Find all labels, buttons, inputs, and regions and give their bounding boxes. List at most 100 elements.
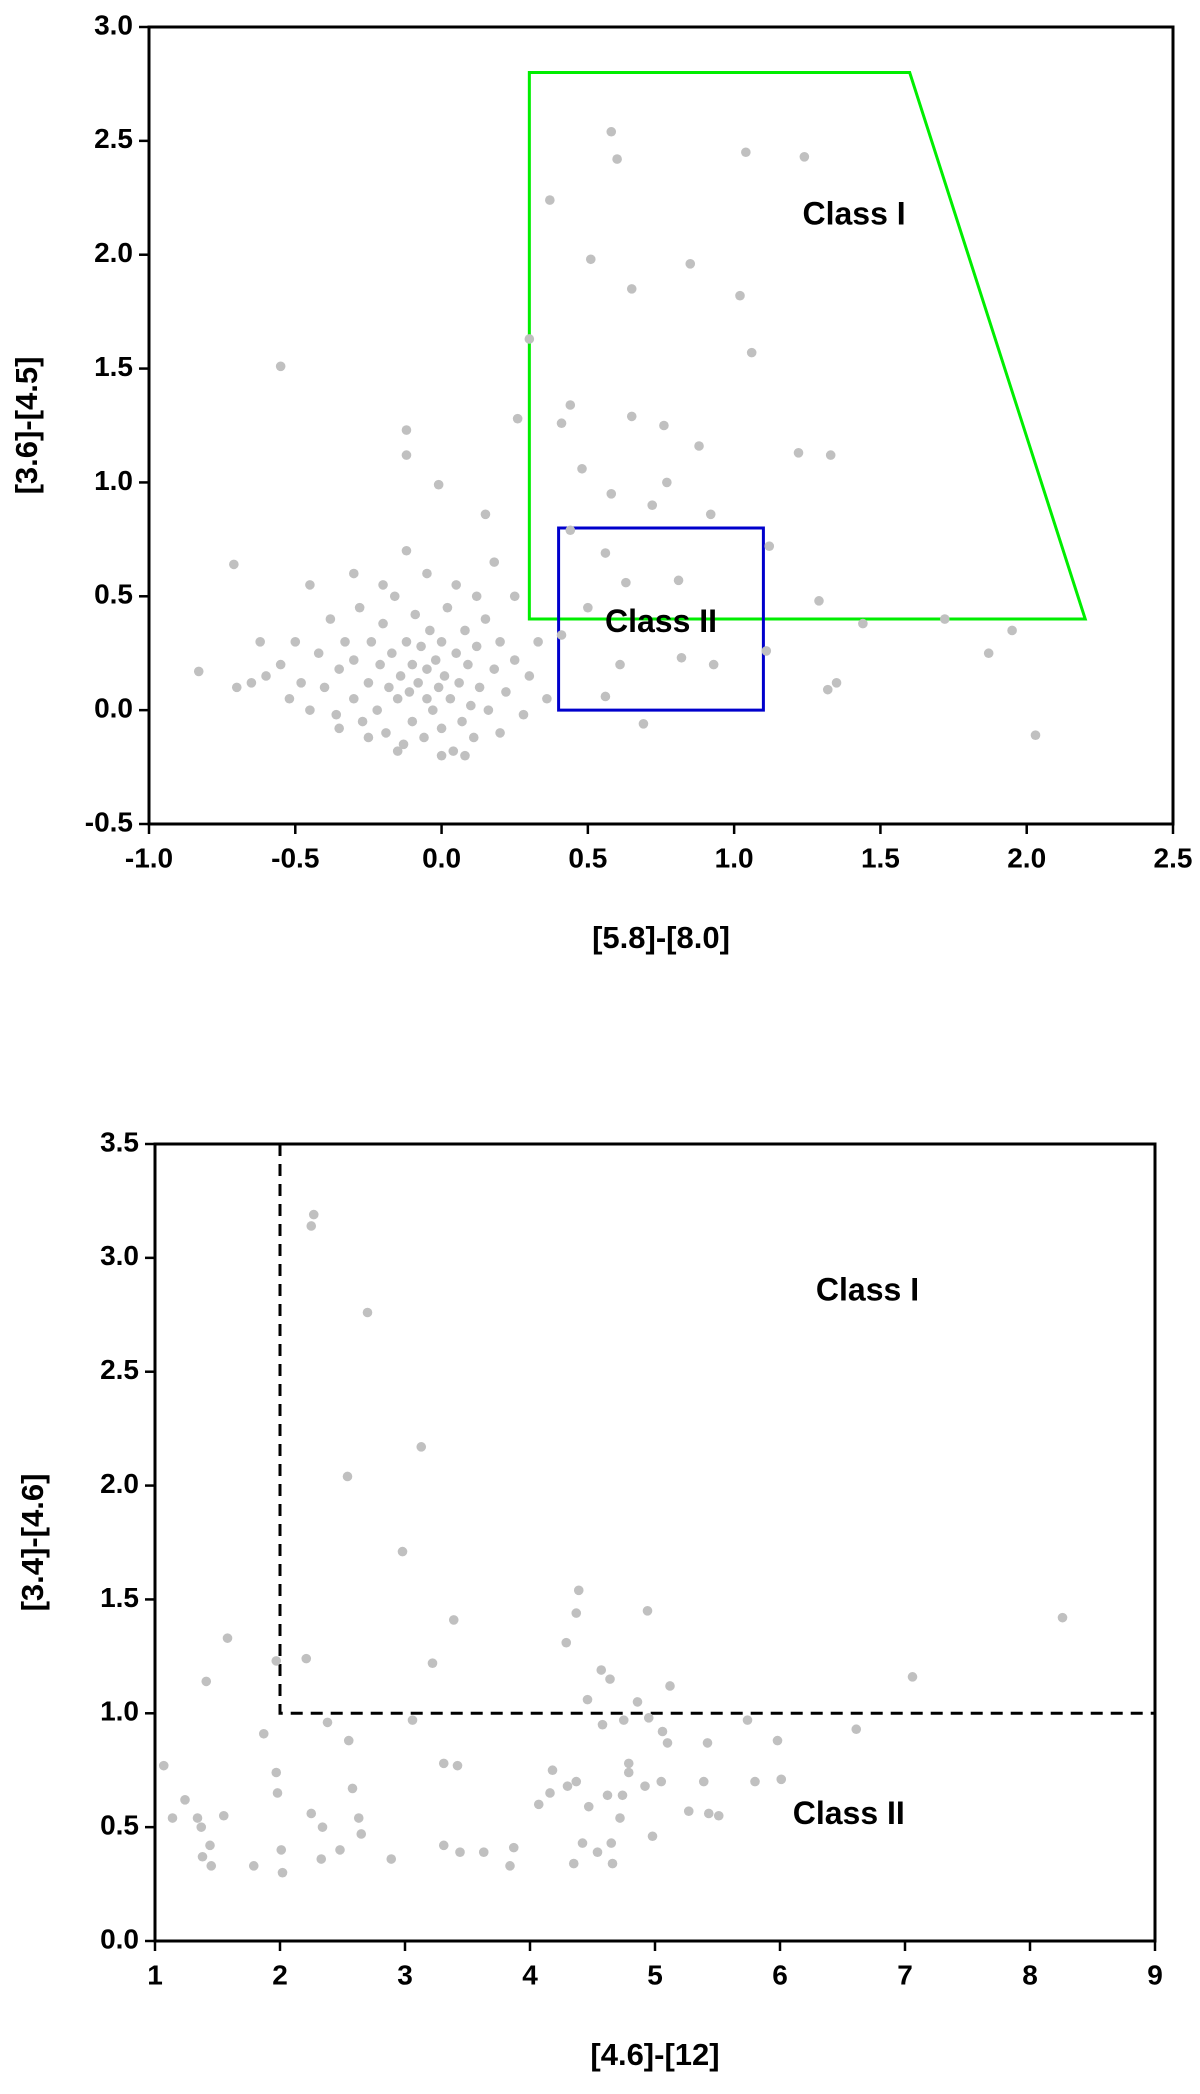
region-polygon [527, 71, 1088, 621]
data-point [308, 1209, 319, 1220]
data-point [1057, 1612, 1068, 1623]
data-point [683, 1806, 694, 1817]
data-point [471, 591, 482, 602]
x-tick-label: 2.5 [1154, 842, 1193, 873]
y-tick-label: 2.5 [94, 123, 133, 154]
data-point [413, 678, 423, 688]
y-tick-label: 3.0 [100, 1240, 139, 1271]
x-axis-title: [5.8]-[8.0] [592, 920, 730, 955]
data-point [1007, 625, 1017, 636]
data-point [305, 580, 315, 590]
data-point [305, 705, 315, 715]
data-point [460, 750, 470, 761]
data-point [363, 732, 374, 743]
data-point [222, 1633, 233, 1643]
data-point [545, 1788, 555, 1798]
data-point [196, 1822, 207, 1832]
data-point [363, 678, 374, 688]
data-point [438, 1758, 449, 1769]
data-point [255, 637, 265, 647]
data-point [392, 693, 403, 704]
y-axis-title: [3.4]-[4.6] [15, 1474, 50, 1612]
data-point [427, 705, 438, 715]
data-point [197, 1851, 208, 1862]
data-point [831, 678, 842, 688]
x-tick-label: 8 [1022, 1959, 1038, 1990]
data-point [799, 151, 810, 162]
data-point [319, 682, 330, 693]
data-point [246, 678, 257, 688]
data-point [422, 568, 432, 579]
data-point [290, 637, 301, 647]
data-point [334, 723, 344, 734]
data-point [347, 1783, 358, 1794]
data-point [271, 1656, 282, 1666]
data-point [335, 1845, 345, 1855]
y-tick-label: 1.5 [100, 1582, 139, 1613]
data-point [585, 254, 596, 265]
data-point [547, 1765, 558, 1776]
data-point [397, 1546, 408, 1557]
data-point [258, 1728, 269, 1739]
data-point [193, 666, 204, 677]
data-point [621, 577, 631, 588]
data-point [703, 1808, 714, 1819]
data-point [448, 1615, 459, 1625]
x-tick-label: 0.0 [422, 842, 461, 873]
region-polygon [557, 526, 765, 712]
x-tick-label: 1.0 [715, 842, 754, 873]
data-point [480, 614, 491, 624]
data-point [851, 1724, 862, 1735]
data-point [659, 420, 669, 431]
data-point [702, 1738, 713, 1748]
data-point [276, 1845, 287, 1855]
data-point [825, 450, 836, 460]
data-point [583, 602, 593, 613]
data-point [907, 1672, 918, 1682]
y-tick-label: 0.5 [94, 579, 133, 610]
data-point [545, 195, 555, 205]
data-point [615, 659, 625, 670]
data-point [685, 259, 696, 269]
data-point [571, 1608, 582, 1618]
y-tick-label: 0.5 [100, 1810, 139, 1841]
data-point [565, 400, 576, 410]
data-point [662, 1738, 673, 1748]
data-point [317, 1822, 328, 1832]
y-tick-label: 1.5 [94, 351, 133, 382]
data-point [698, 1776, 709, 1787]
data-point [349, 568, 359, 579]
data-point [349, 693, 359, 704]
data-point [433, 682, 444, 693]
data-point [602, 1790, 613, 1801]
x-axis-title: [4.6]-[12] [590, 2037, 719, 2072]
data-point [582, 1694, 593, 1705]
data-point [277, 1867, 288, 1878]
x-tick-label: 1.5 [861, 842, 900, 873]
data-point [509, 655, 520, 665]
x-tick-label: -0.5 [271, 842, 319, 873]
data-point [356, 1829, 367, 1839]
data-point [600, 548, 611, 558]
data-point [416, 1442, 427, 1452]
data-point [480, 509, 491, 520]
data-point [378, 580, 388, 590]
data-point [626, 284, 637, 294]
data-point [713, 1810, 724, 1821]
data-point [206, 1861, 217, 1871]
data-point [455, 1847, 465, 1857]
data-point [275, 659, 286, 670]
data-point [375, 659, 385, 670]
data-point [822, 684, 833, 695]
y-tick-label: 3.0 [94, 9, 133, 40]
y-tick-label: 3.5 [100, 1126, 139, 1157]
data-point [422, 693, 432, 704]
data-point [640, 1781, 650, 1791]
x-tick-label: -1.0 [125, 842, 173, 873]
data-point [349, 655, 359, 665]
data-point [410, 609, 421, 620]
data-point [556, 418, 567, 429]
data-point [583, 1801, 594, 1812]
data-point [607, 1858, 618, 1869]
data-point [466, 700, 476, 711]
